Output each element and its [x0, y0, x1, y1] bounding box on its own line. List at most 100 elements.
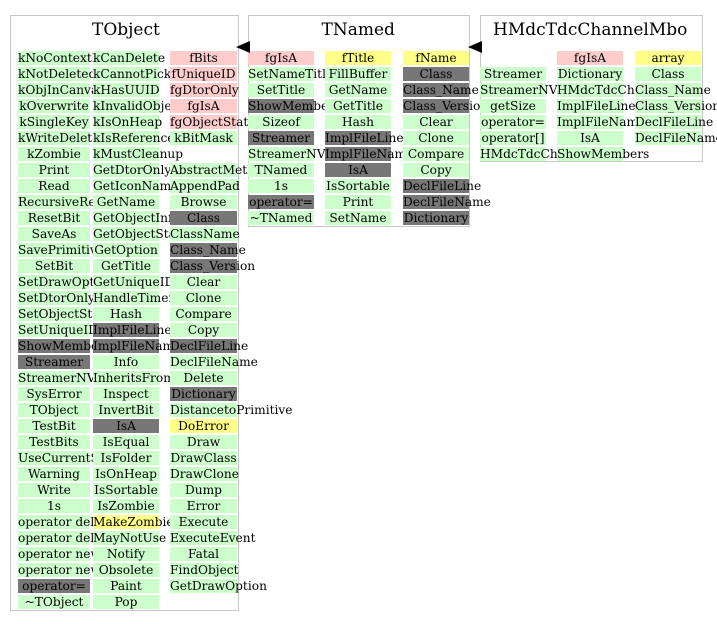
member-cell: Streamer: [480, 67, 546, 81]
member-cell: Compare: [403, 147, 469, 161]
member-cell: ResetBit: [18, 211, 90, 225]
member-cell: IsSortable: [93, 483, 159, 497]
member-cell: ShowMembers: [18, 339, 111, 353]
member-cell: ClassName: [170, 227, 240, 241]
member-cell: Streamer: [248, 131, 314, 145]
member-cell: Class_Version: [403, 99, 489, 113]
member-cell: UseCurrentStyle: [18, 451, 122, 465]
member-cell: kSingleKey: [18, 115, 90, 129]
member-cell: MayNotUse: [93, 531, 167, 545]
member-cell: GetTitle: [325, 99, 391, 113]
member-cell: kNotDeleted: [18, 67, 97, 81]
member-cell: Notify: [93, 547, 159, 561]
member-cell: Dictionary: [557, 67, 623, 81]
member-cell: Print: [18, 163, 90, 177]
member-cell: DeclFileName: [170, 355, 258, 369]
member-cell: Error: [170, 499, 237, 513]
member-cell: DeclFileLine: [635, 115, 714, 129]
member-cell: fBits: [170, 51, 237, 65]
member-cell: Print: [325, 195, 391, 209]
member-cell: SavePrimitive: [18, 243, 104, 257]
member-cell: Class: [403, 67, 469, 81]
member-cell: kMustCleanup: [93, 147, 184, 161]
member-cell: fTitle: [325, 51, 391, 65]
member-cell: StreamerNVirtual: [18, 371, 130, 385]
member-cell: DistancetoPrimitive: [170, 403, 293, 417]
member-cell: InheritsFrom: [93, 371, 175, 385]
member-cell: fgDtorOnly: [170, 83, 239, 97]
member-cell: Obsolete: [93, 563, 159, 577]
member-cell: Read: [18, 179, 90, 193]
member-cell: fgIsA: [557, 51, 623, 65]
member-cell: fgIsA: [170, 99, 237, 113]
member-cell: IsA: [325, 163, 391, 177]
member-cell: IsA: [557, 131, 623, 145]
member-cell: Class_Name: [170, 243, 246, 257]
member-cell: GetIconName: [93, 179, 179, 193]
member-cell: kIsReferenced: [93, 131, 183, 145]
member-cell: IsOnHeap: [93, 467, 159, 481]
member-cell: 1s: [248, 179, 314, 193]
member-cell: FindObject: [170, 563, 239, 577]
member-cell: fName: [403, 51, 469, 65]
member-cell: kHasUUID: [93, 83, 160, 97]
member-cell: kBitMask: [170, 131, 237, 145]
member-cell: operator=: [480, 115, 546, 129]
member-cell: 1s: [18, 499, 90, 513]
member-cell: IsEqual: [93, 435, 159, 449]
member-cell: fUniqueID: [170, 67, 237, 81]
member-cell: getSize: [480, 99, 546, 113]
member-cell: Warning: [18, 467, 90, 481]
member-cell: Clone: [403, 131, 469, 145]
member-cell: ImplFileName: [557, 115, 646, 129]
member-cell: MakeZombie: [93, 515, 174, 529]
member-cell: TObject: [18, 403, 90, 417]
member-cell: operator new[]: [18, 563, 111, 577]
member-cell: IsSortable: [325, 179, 391, 193]
member-cell: DrawClass: [170, 451, 237, 465]
member-cell: Dictionary: [403, 211, 469, 225]
member-cell: kOverwrite: [18, 99, 90, 113]
member-cell: Class_Name: [403, 83, 479, 97]
member-cell: DeclFileName: [403, 195, 491, 209]
member-cell: operator delete[]: [18, 531, 124, 545]
member-cell: SetNameTitle: [248, 67, 334, 81]
member-cell: Delete: [170, 371, 237, 385]
member-cell: Browse: [170, 195, 237, 209]
member-cell: GetTitle: [93, 259, 159, 273]
member-cell: Hash: [325, 115, 391, 129]
member-cell: Copy: [170, 323, 237, 337]
member-cell: array: [635, 51, 701, 65]
member-cell: DeclFileName: [635, 131, 717, 145]
member-cell: SetObjectStat: [18, 307, 105, 321]
member-cell: DeclFileLine: [170, 339, 249, 353]
member-cell: SetDrawOption: [18, 275, 114, 289]
member-cell: Class_Version: [635, 99, 717, 113]
member-cell: SetTitle: [248, 83, 314, 97]
member-cell: GetObjectInfo: [93, 211, 180, 225]
member-cell: Class_Version: [170, 259, 256, 273]
member-cell: operator new: [18, 547, 101, 561]
member-cell: kCannotPick: [93, 67, 172, 81]
member-cell: SysError: [18, 387, 90, 401]
member-cell: GetDrawOption: [170, 579, 267, 593]
member-cell: Clone: [170, 291, 237, 305]
member-cell: Class: [635, 67, 701, 81]
member-cell: GetName: [325, 83, 391, 97]
member-cell: Sizeof: [248, 115, 314, 129]
member-cell: StreamerNVirtual: [480, 83, 592, 97]
member-cell: ImplFileName: [93, 339, 182, 353]
member-cell: SaveAs: [18, 227, 90, 241]
class-title: HMdcTdcChannelMbo: [493, 20, 688, 40]
member-cell: StreamerNVirtual: [248, 147, 360, 161]
member-cell: Dictionary: [170, 387, 237, 401]
member-cell: kNoContextMenu: [18, 51, 128, 65]
member-cell: fgIsA: [248, 51, 314, 65]
member-cell: Pop: [93, 595, 159, 609]
member-cell: ImplFileLine: [325, 131, 404, 145]
member-cell: Clear: [170, 275, 237, 289]
member-cell: GetName: [93, 195, 159, 209]
member-cell: TestBit: [18, 419, 90, 433]
member-cell: Streamer: [18, 355, 90, 369]
member-cell: DoError: [170, 419, 237, 433]
